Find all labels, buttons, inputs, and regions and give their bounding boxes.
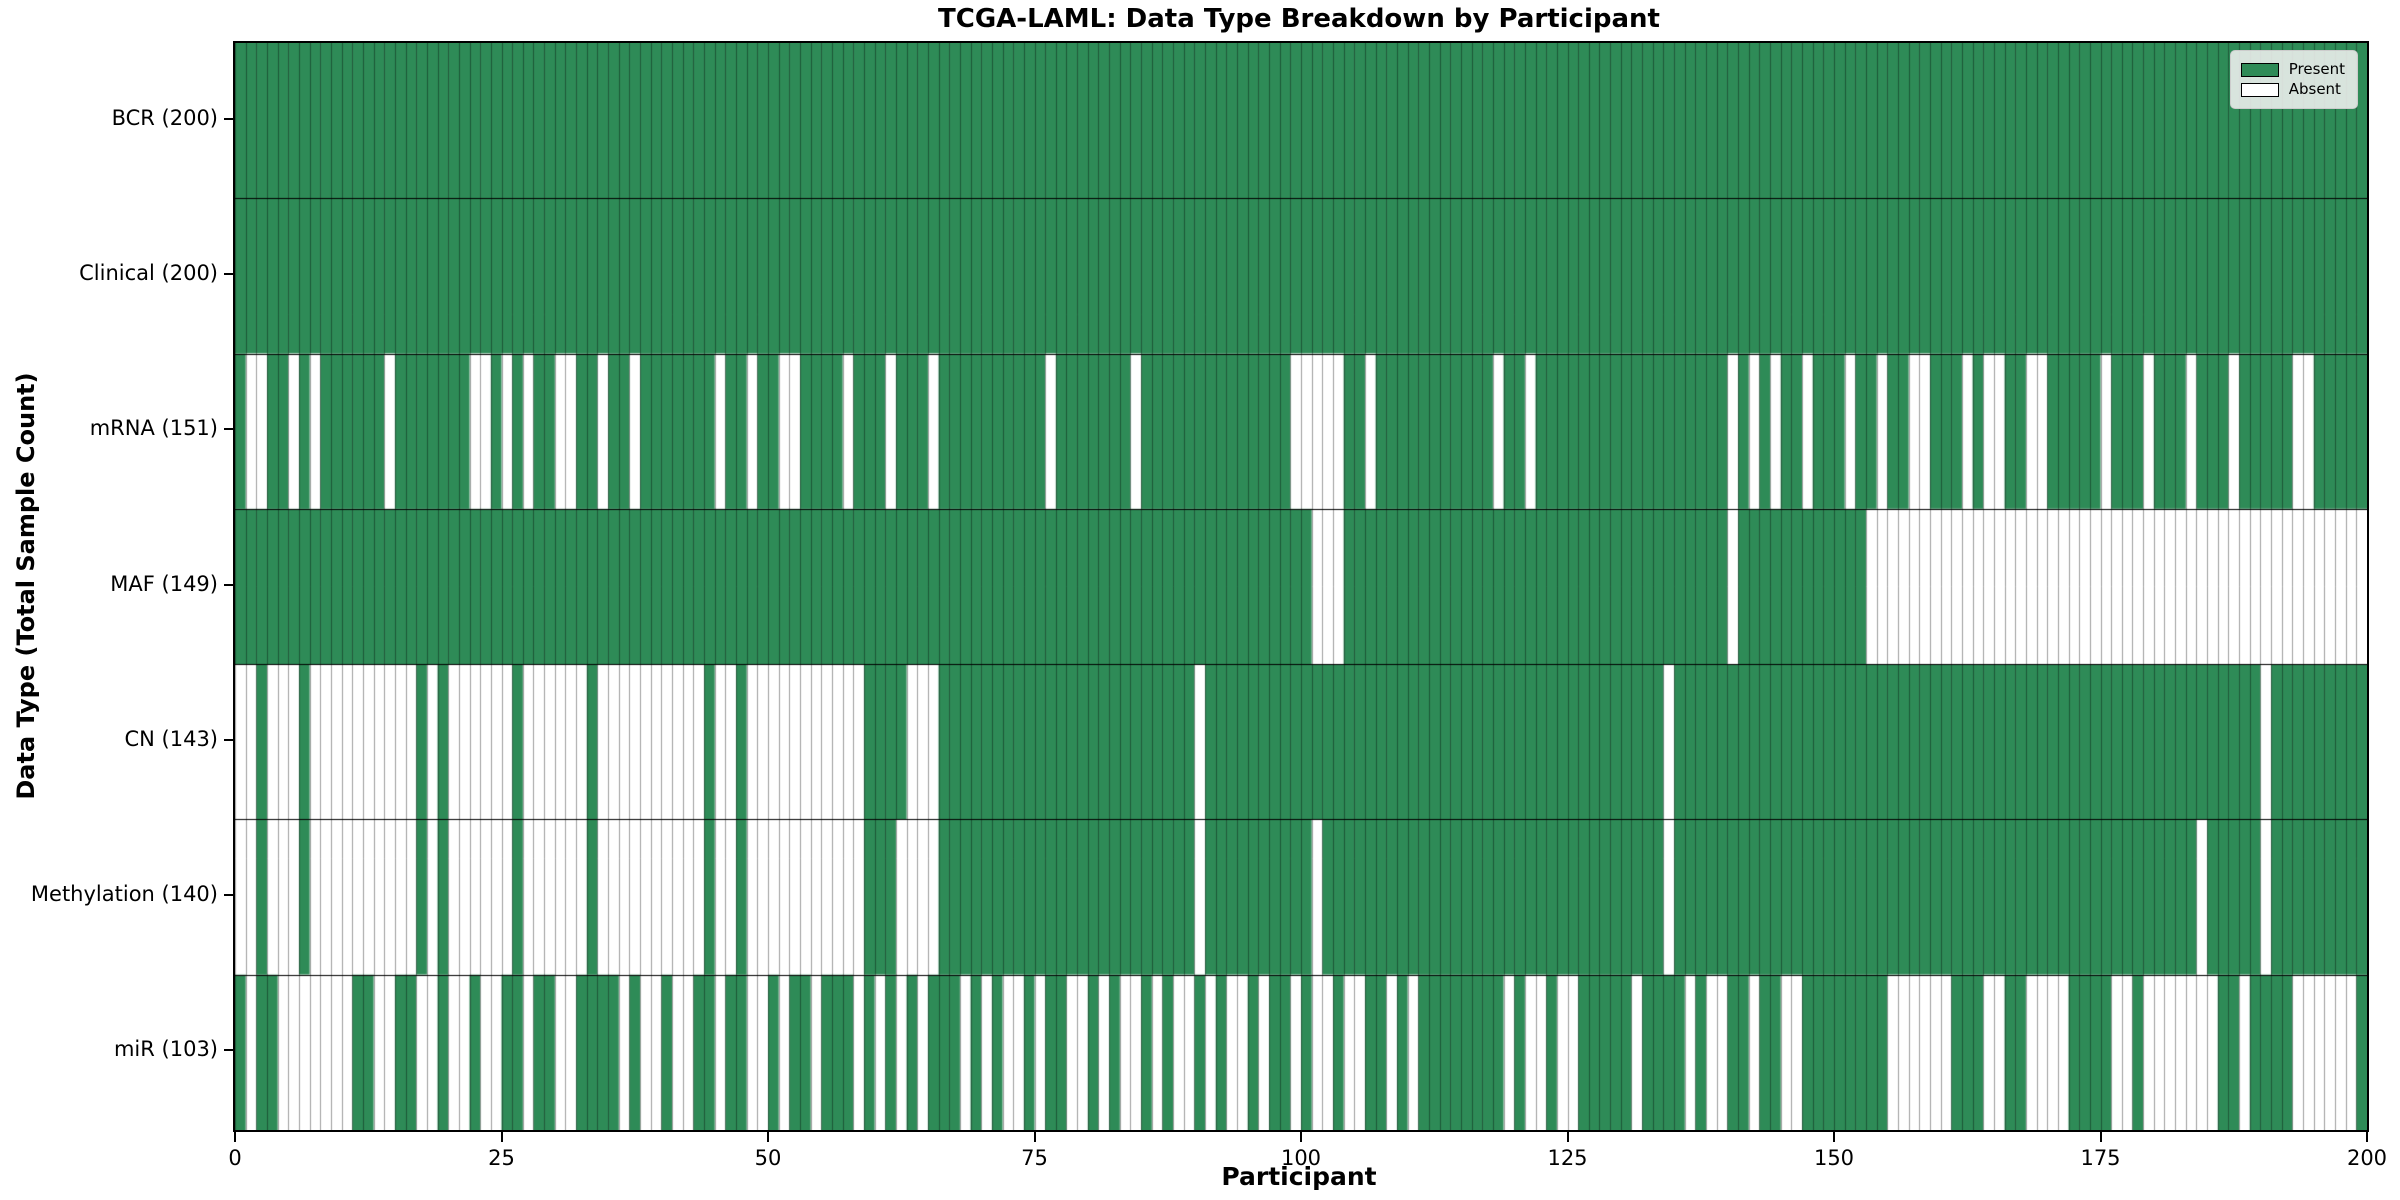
plot-area: Present Absent [233,41,2369,1132]
x-tick-mark-25 [500,1132,503,1142]
y-tick-mark-Methylation [224,894,234,897]
x-tick-label-25: 25 [488,1146,515,1170]
y-tick-label-Methylation: Methylation (140) [30,882,218,907]
x-tick-label-150: 150 [1813,1146,1855,1170]
absent-swatch [2240,82,2279,97]
y-tick-mark-MAF [224,583,234,586]
x-tick-label-0: 0 [228,1146,242,1170]
y-tick-mark-miR [224,1049,234,1052]
x-tick-mark-125 [1566,1132,1569,1142]
y-tick-label-MAF: MAF (149) [110,571,218,596]
y-tick-label-Clinical: Clinical (200) [79,260,218,285]
x-axis-label: Participant [1221,1162,1377,1191]
chart-title: TCGA-LAML: Data Type Breakdown by Partic… [938,4,1660,34]
y-tick-label-mRNA: mRNA (151) [89,416,218,441]
x-tick-mark-150 [1833,1132,1835,1142]
legend-item-present: Present [2240,60,2345,78]
x-tick-mark-175 [2099,1132,2102,1142]
heatmap-canvas [235,43,2367,1130]
y-tick-label-BCR: BCR (200) [111,105,218,130]
x-tick-mark-0 [234,1132,236,1142]
y-tick-mark-CN [224,738,234,741]
x-tick-label-200: 200 [2346,1146,2388,1170]
y-tick-mark-mRNA [224,428,234,431]
x-tick-mark-50 [767,1132,769,1142]
x-tick-label-175: 175 [2080,1146,2121,1170]
legend: Present Absent [2229,50,2358,109]
legend-present-label: Present [2288,60,2345,78]
x-tick-mark-100 [1300,1132,1302,1142]
legend-item-absent: Absent [2240,80,2345,98]
y-tick-label-CN: CN (143) [124,726,218,751]
x-tick-label-75: 75 [1021,1146,1048,1170]
x-tick-label-125: 125 [1547,1146,1588,1170]
y-tick-mark-BCR [224,117,234,120]
x-tick-label-50: 50 [754,1146,782,1170]
y-tick-mark-Clinical [224,272,234,275]
x-tick-mark-200 [2366,1132,2368,1142]
legend-absent-label: Absent [2288,80,2341,98]
present-swatch [2240,62,2279,77]
x-tick-label-100: 100 [1280,1146,1322,1170]
x-tick-mark-75 [1033,1132,1036,1142]
y-tick-label-miR: miR (103) [113,1037,218,1062]
